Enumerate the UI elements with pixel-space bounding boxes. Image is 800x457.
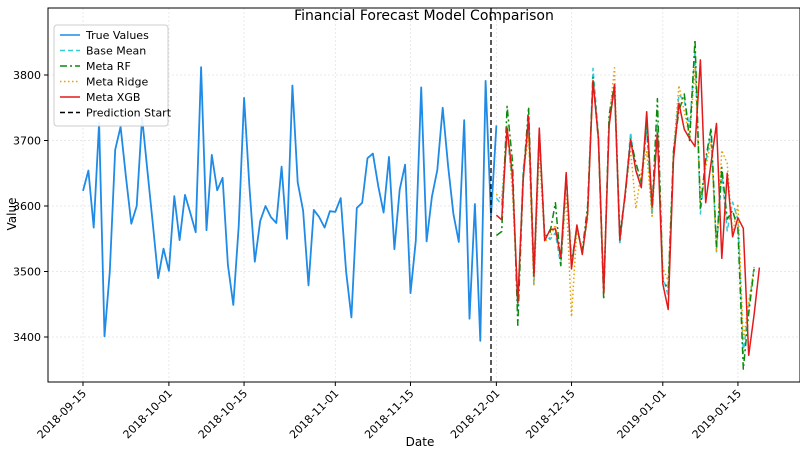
legend-label-prediction-start: Prediction Start	[86, 107, 172, 120]
y-axis-label: Value	[5, 198, 19, 231]
y-tick-label: 3800	[13, 69, 41, 82]
legend-label-meta-xgb: Meta XGB	[86, 91, 140, 104]
legend-label-meta-ridge: Meta Ridge	[86, 76, 148, 89]
y-tick-label: 3700	[13, 135, 41, 148]
legend-label-true-values: True Values	[85, 29, 149, 42]
y-tick-label: 3500	[13, 266, 41, 279]
legend-label-base-mean: Base Mean	[86, 45, 146, 58]
series-line-true-values	[82, 66, 498, 342]
series-line-meta-xgb	[495, 59, 761, 357]
series-lines	[82, 38, 761, 370]
chart-title: Financial Forecast Model Comparison	[294, 8, 554, 24]
y-tick-label: 3600	[13, 200, 41, 213]
legend-box	[53, 24, 169, 127]
x-axis-label: Date	[406, 435, 435, 449]
legend-label-meta-rf: Meta RF	[86, 60, 131, 73]
plot-frame	[47, 7, 800, 383]
legend: True Values Base Mean Meta RF Meta Ridge Met…	[53, 24, 172, 127]
y-tick-label: 3400	[13, 331, 41, 344]
